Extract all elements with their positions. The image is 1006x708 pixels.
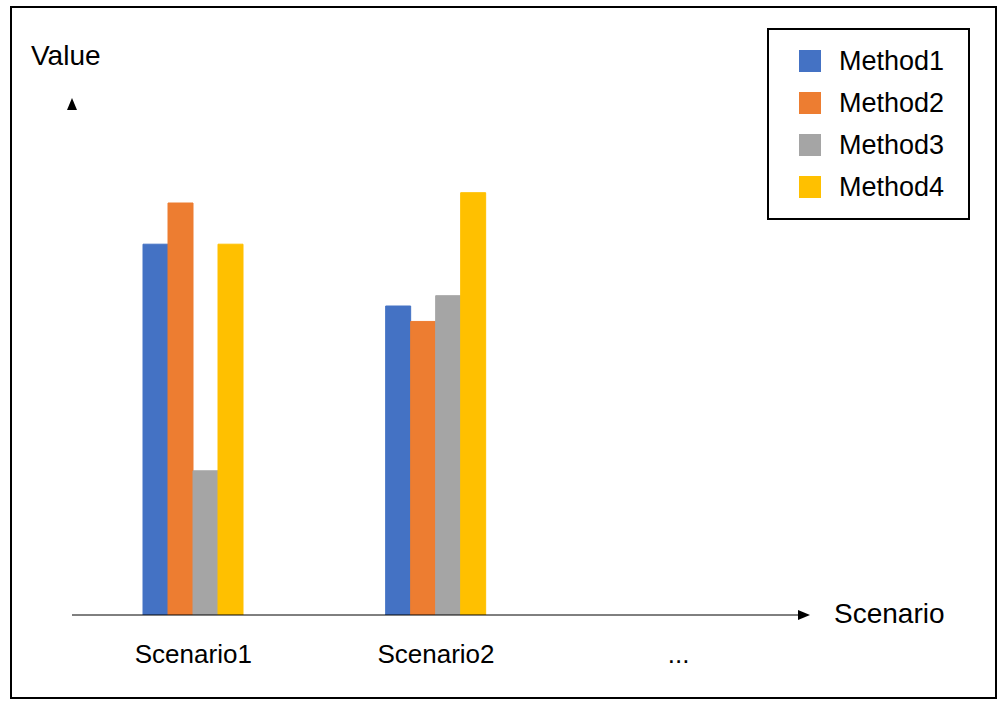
svg-text:...: ... [668, 639, 690, 669]
html-text:Method1: Method1 [838, 45, 944, 76]
svg-text:Scenario2: Scenario2 [377, 639, 494, 669]
html-text:Method4: Method4 [838, 171, 944, 202]
svg-text:Scenario1: Scenario1 [135, 639, 252, 669]
html-text:Scenario: Scenario [834, 598, 945, 629]
html-text:Value: Value [31, 40, 101, 71]
html-text:Method2: Method2 [838, 87, 944, 118]
html-text:Method3: Method3 [838, 129, 944, 160]
